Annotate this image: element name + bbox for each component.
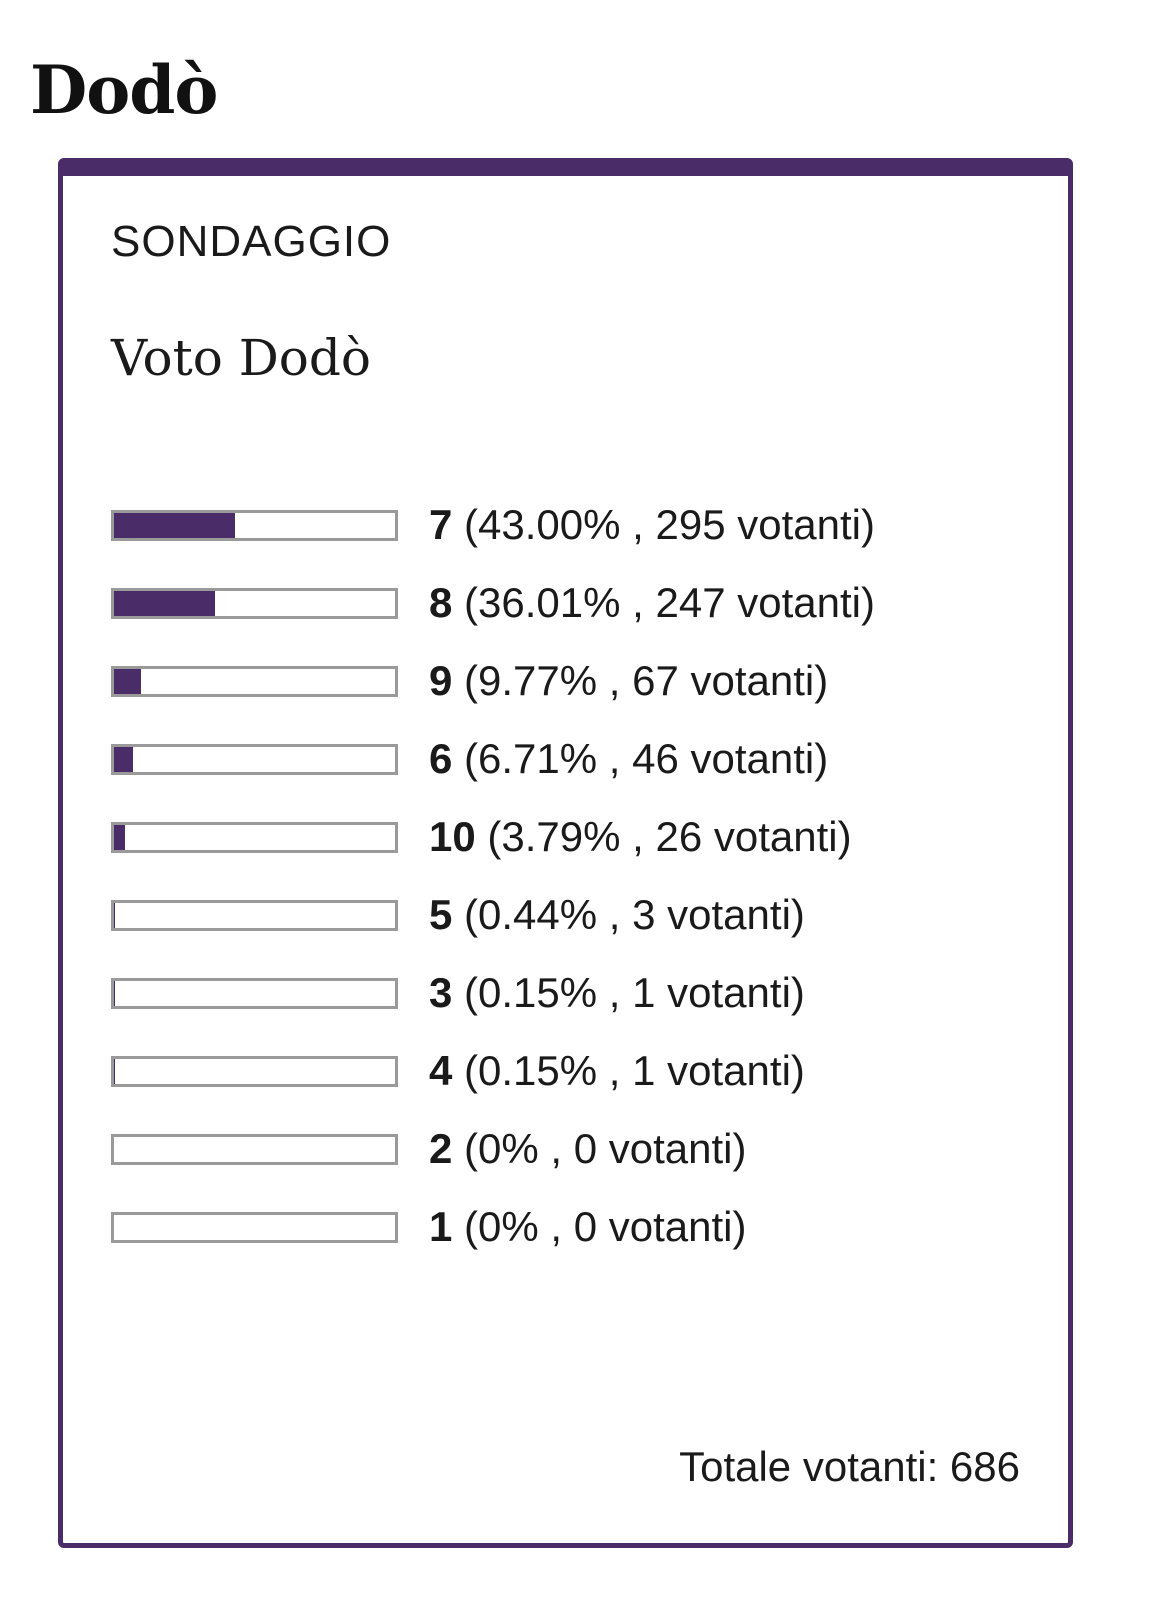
poll-option: 7 (43.00% , 295 votanti) bbox=[111, 496, 1031, 574]
poll-option: 3 (0.15% , 1 votanti) bbox=[111, 964, 1031, 1042]
result-bar-track bbox=[111, 1212, 398, 1243]
result-bar-track bbox=[111, 666, 398, 697]
poll-results-list: 7 (43.00% , 295 votanti) 8 (36.01% , 247… bbox=[111, 496, 1031, 1276]
option-text: 7 (43.00% , 295 votanti) bbox=[429, 501, 875, 548]
poll-option: 5 (0.44% , 3 votanti) bbox=[111, 886, 1031, 964]
result-bar-track bbox=[111, 1056, 398, 1087]
poll-option: 8 (36.01% , 247 votanti) bbox=[111, 574, 1031, 652]
poll-option: 1 (0% , 0 votanti) bbox=[111, 1198, 1031, 1276]
option-votes: 0 votanti bbox=[573, 1125, 733, 1172]
option-votes: 67 votanti bbox=[632, 657, 815, 704]
result-bar-fill bbox=[114, 825, 125, 850]
option-text: 5 (0.44% , 3 votanti) bbox=[429, 891, 805, 938]
option-label: 5 bbox=[429, 891, 453, 938]
result-bar-track bbox=[111, 744, 398, 775]
option-percent: 6.71% bbox=[478, 735, 598, 782]
poll-kicker: SONDAGGIO bbox=[111, 217, 392, 266]
poll-option: 2 (0% , 0 votanti) bbox=[111, 1120, 1031, 1198]
option-votes: 247 votanti bbox=[655, 579, 861, 626]
result-bar-track bbox=[111, 900, 398, 931]
option-votes: 0 votanti bbox=[573, 1203, 733, 1250]
result-bar-track bbox=[111, 1134, 398, 1165]
option-percent: 0.44% bbox=[478, 891, 598, 938]
poll-question: Voto Dodò bbox=[111, 329, 372, 387]
poll-option: 10 (3.79% , 26 votanti) bbox=[111, 808, 1031, 886]
result-bar-fill bbox=[114, 591, 216, 616]
option-percent: 3.79% bbox=[501, 813, 621, 860]
option-text: 6 (6.71% , 46 votanti) bbox=[429, 735, 829, 782]
result-bar-fill bbox=[114, 669, 142, 694]
option-percent: 0% bbox=[478, 1125, 539, 1172]
option-percent: 0.15% bbox=[478, 1047, 598, 1094]
poll-card: SONDAGGIO Voto Dodò 7 (43.00% , 295 vota… bbox=[58, 158, 1073, 1548]
result-bar-track bbox=[111, 978, 398, 1009]
option-label: 6 bbox=[429, 735, 453, 782]
option-percent: 0% bbox=[478, 1203, 539, 1250]
option-percent: 0.15% bbox=[478, 969, 598, 1016]
option-votes: 3 votanti bbox=[632, 891, 791, 938]
option-percent: 43.00% bbox=[478, 501, 621, 548]
option-text: 9 (9.77% , 67 votanti) bbox=[429, 657, 829, 704]
result-bar-track bbox=[111, 510, 398, 541]
option-votes: 1 votanti bbox=[632, 969, 791, 1016]
option-votes: 295 votanti bbox=[655, 501, 861, 548]
result-bar-fill bbox=[114, 747, 133, 772]
option-label: 4 bbox=[429, 1047, 453, 1094]
option-label: 10 bbox=[429, 813, 476, 860]
poll-option: 9 (9.77% , 67 votanti) bbox=[111, 652, 1031, 730]
result-bar-track bbox=[111, 588, 398, 619]
poll-option: 4 (0.15% , 1 votanti) bbox=[111, 1042, 1031, 1120]
result-bar-fill bbox=[114, 513, 235, 538]
option-votes: 46 votanti bbox=[632, 735, 815, 782]
option-votes: 1 votanti bbox=[632, 1047, 791, 1094]
result-bar-track bbox=[111, 822, 398, 853]
page-title: Dodò bbox=[30, 51, 218, 129]
option-label: 1 bbox=[429, 1203, 453, 1250]
result-bar-fill bbox=[114, 903, 116, 928]
option-label: 3 bbox=[429, 969, 453, 1016]
option-text: 1 (0% , 0 votanti) bbox=[429, 1203, 747, 1250]
option-percent: 36.01% bbox=[478, 579, 621, 626]
option-label: 2 bbox=[429, 1125, 453, 1172]
option-text: 3 (0.15% , 1 votanti) bbox=[429, 969, 805, 1016]
poll-option: 6 (6.71% , 46 votanti) bbox=[111, 730, 1031, 808]
option-text: 8 (36.01% , 247 votanti) bbox=[429, 579, 875, 626]
option-label: 8 bbox=[429, 579, 453, 626]
option-label: 9 bbox=[429, 657, 453, 704]
poll-total: Totale votanti: 686 bbox=[679, 1443, 1020, 1490]
option-votes: 26 votanti bbox=[655, 813, 838, 860]
option-label: 7 bbox=[429, 501, 453, 548]
option-text: 10 (3.79% , 26 votanti) bbox=[429, 813, 852, 860]
option-text: 2 (0% , 0 votanti) bbox=[429, 1125, 747, 1172]
option-text: 4 (0.15% , 1 votanti) bbox=[429, 1047, 805, 1094]
option-percent: 9.77% bbox=[478, 657, 598, 704]
